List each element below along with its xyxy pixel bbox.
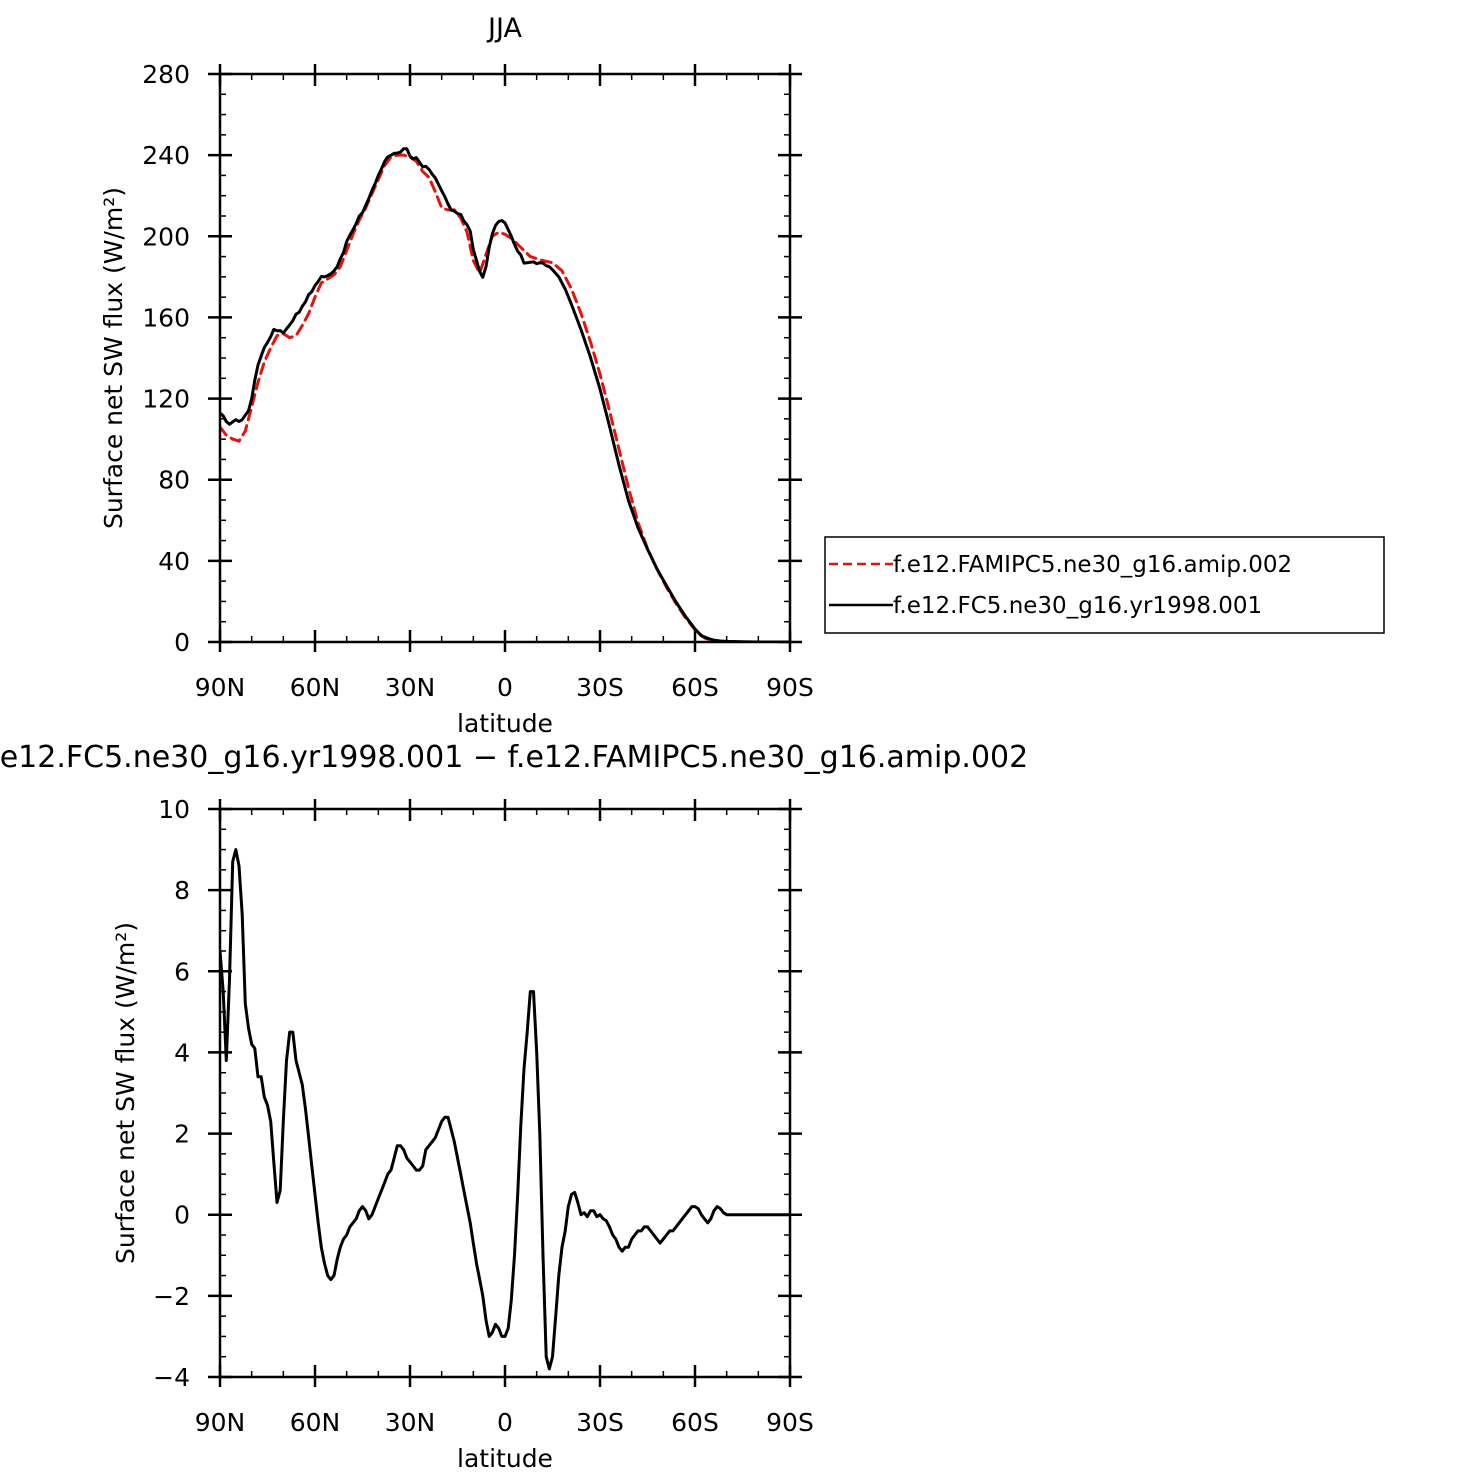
bottom-series-line-0 bbox=[220, 848, 790, 1371]
legend-box bbox=[824, 536, 1385, 634]
bottom-plot-series bbox=[220, 848, 790, 1371]
bottom-y-tick-label: 0 bbox=[174, 1201, 190, 1230]
top-x-tick-label: 30S bbox=[576, 673, 624, 702]
top-chart: JJA 90N 60N 30N 0 30S 60S 90S 0 40 80 120 160 200 240… bbox=[99, 13, 814, 738]
top-y-tick-label: 240 bbox=[142, 141, 190, 170]
top-x-tick-label: 90N bbox=[195, 673, 246, 702]
top-y-tick-label: 80 bbox=[158, 466, 190, 495]
bottom-y-tick-label: −2 bbox=[153, 1282, 190, 1311]
legend-label-amip: f.e12.FAMIPC5.ne30_g16.amip.002 bbox=[893, 552, 1292, 578]
bottom-y-tick-label: 8 bbox=[174, 876, 190, 905]
top-y-tick-label: 280 bbox=[142, 60, 190, 89]
bottom-x-tick-label: 60S bbox=[671, 1408, 719, 1437]
top-x-tick-label: 60N bbox=[290, 673, 341, 702]
bottom-x-tick-label: 90S bbox=[766, 1408, 814, 1437]
top-y-tick-label: 40 bbox=[158, 547, 190, 576]
bottom-y-tick-label: 2 bbox=[174, 1120, 190, 1149]
top-x-axis-label: latitude bbox=[457, 709, 553, 738]
bottom-x-tick-label: 0 bbox=[497, 1408, 513, 1437]
bottom-y-tick-label: 4 bbox=[174, 1038, 190, 1067]
bottom-plot-frame bbox=[218, 807, 792, 1379]
top-plot-frame bbox=[218, 72, 792, 644]
bottom-x-tick-label: 60N bbox=[290, 1408, 341, 1437]
top-y-tick-label: 120 bbox=[142, 385, 190, 414]
top-y-tick-label: 200 bbox=[142, 222, 190, 251]
top-plot-series bbox=[220, 147, 790, 642]
top-x-tick-label: 0 bbox=[497, 673, 513, 702]
bottom-chart: f.e12.FC5.ne30_g16.yr1998.001 − f.e12.FA… bbox=[0, 740, 1028, 1473]
top-y-tick-label: 0 bbox=[174, 628, 190, 657]
top-x-tick-label: 30N bbox=[385, 673, 436, 702]
bottom-x-axis-label: latitude bbox=[457, 1444, 553, 1473]
legend: f.e12.FAMIPC5.ne30_g16.amip.002 f.e12.FC… bbox=[824, 536, 1385, 634]
bottom-x-tick-label: 30S bbox=[576, 1408, 624, 1437]
bottom-axis-ticks: 90N 60N 30N 0 30S 60S 90S −4 −2 0 2 4 6 8 10 bbox=[153, 795, 814, 1437]
top-x-tick-label: 60S bbox=[671, 673, 719, 702]
bottom-y-axis-label: Surface net SW flux (W/m²) bbox=[111, 922, 140, 1264]
top-y-tick-label: 160 bbox=[142, 303, 190, 332]
bottom-y-tick-label: 6 bbox=[174, 957, 190, 986]
bottom-chart-title: f.e12.FC5.ne30_g16.yr1998.001 − f.e12.FA… bbox=[0, 740, 1028, 775]
top-x-tick-label: 90S bbox=[766, 673, 814, 702]
bottom-y-tick-label: −4 bbox=[153, 1363, 190, 1392]
bottom-x-tick-label: 30N bbox=[385, 1408, 436, 1437]
top-y-axis-label: Surface net SW flux (W/m²) bbox=[99, 187, 128, 529]
legend-label-fc5: f.e12.FC5.ne30_g16.yr1998.001 bbox=[893, 593, 1262, 619]
bottom-x-tick-label: 90N bbox=[195, 1408, 246, 1437]
top-chart-title: JJA bbox=[486, 13, 522, 44]
top-series-line-1 bbox=[220, 147, 790, 642]
bottom-y-tick-label: 10 bbox=[158, 795, 190, 824]
top-series-line-0 bbox=[220, 153, 790, 642]
top-axis-ticks: 90N 60N 30N 0 30S 60S 90S 0 40 80 120 160 200 240 280 bbox=[142, 60, 814, 702]
